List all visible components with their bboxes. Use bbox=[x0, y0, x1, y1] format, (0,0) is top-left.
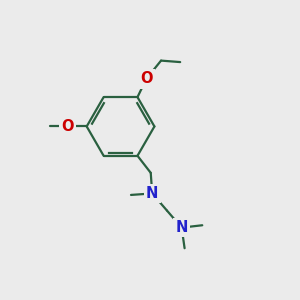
Text: O: O bbox=[140, 71, 153, 86]
Text: O: O bbox=[61, 119, 74, 134]
Text: N: N bbox=[146, 186, 158, 201]
Text: N: N bbox=[176, 220, 188, 235]
